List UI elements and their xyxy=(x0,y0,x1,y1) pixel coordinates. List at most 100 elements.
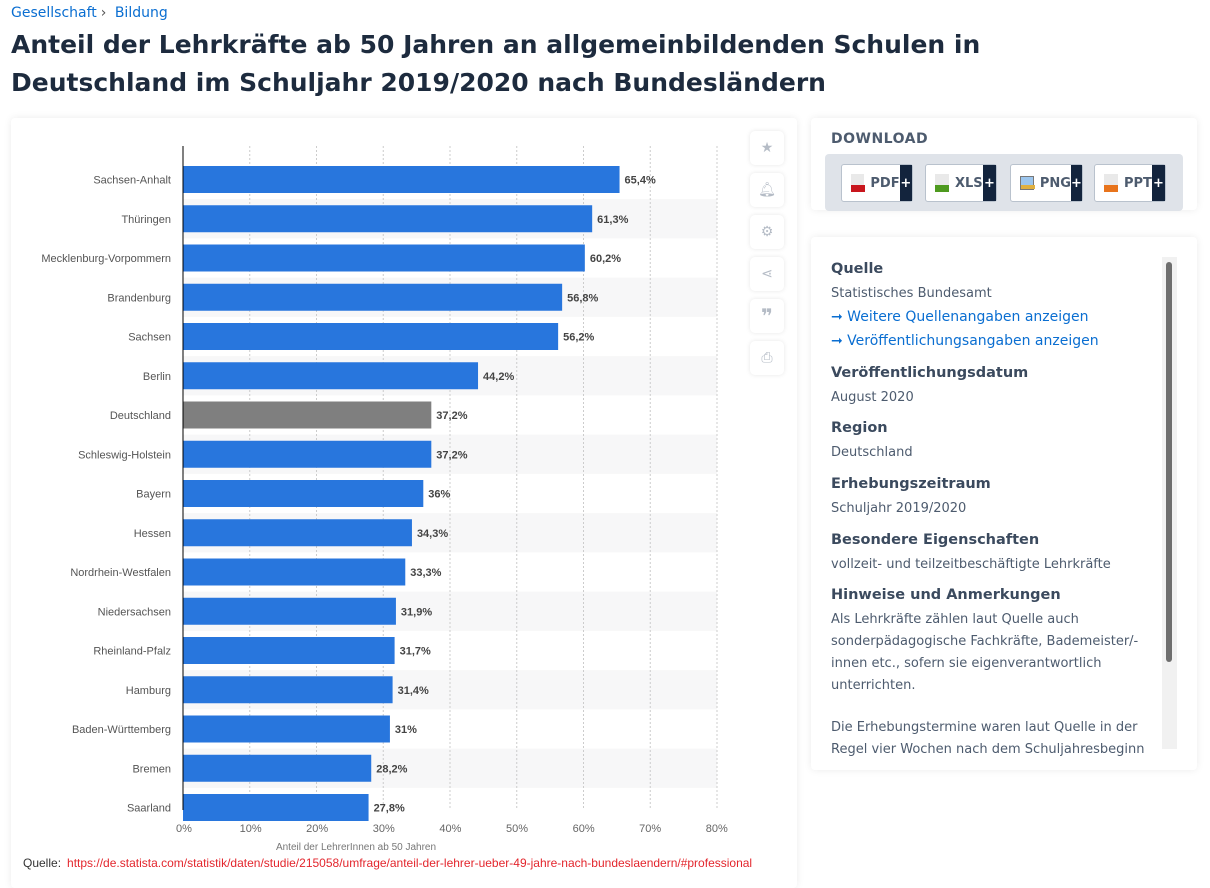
x-tick-label: 20% xyxy=(306,823,328,835)
date-heading: Veröffentlichungsdatum xyxy=(831,365,1029,381)
bar xyxy=(183,283,563,311)
source-link[interactable]: https://de.statista.com/statistik/daten/… xyxy=(67,856,753,870)
breadcrumb-bildung[interactable]: Bildung xyxy=(114,5,168,21)
scrollbar[interactable] xyxy=(1162,257,1177,749)
x-tick-label: 30% xyxy=(373,823,395,835)
data-label: 27,8% xyxy=(374,803,405,815)
download-pdf-button[interactable]: PDF + xyxy=(841,164,913,202)
source-line: Quelle: https://de.statista.com/statistik… xyxy=(23,856,752,870)
data-label: 65,4% xyxy=(625,175,656,187)
info-card: Quelle Statistisches Bundesamt ➞ Weitere… xyxy=(811,237,1197,770)
x-tick-label: 80% xyxy=(706,823,728,835)
date-section: Veröffentlichungsdatum August 2020 xyxy=(831,365,1151,409)
region-value: Deutschland xyxy=(831,445,913,460)
xls-label: XLS xyxy=(955,175,983,191)
cite-button[interactable]: ❞ xyxy=(750,299,784,333)
data-label: 36% xyxy=(428,489,450,501)
more-source-link[interactable]: ➞ Weitere Quellenangaben anzeigen xyxy=(831,309,1089,325)
star-icon: ★ xyxy=(760,140,774,156)
favorite-button[interactable]: ★ xyxy=(750,131,784,165)
category-label: Hamburg xyxy=(126,685,171,697)
bar xyxy=(183,244,585,272)
breadcrumb: Gesellschaft › Bildung xyxy=(11,5,168,21)
scrollbar-thumb[interactable] xyxy=(1166,262,1172,662)
bar xyxy=(183,558,406,586)
bar-chart: Sachsen-Anhalt 65,4% Thüringen 61,3% Mecklen… xyxy=(41,146,728,853)
bar xyxy=(183,754,372,782)
x-axis-label: Anteil der LehrerInnen ab 50 Jahren xyxy=(276,842,436,853)
data-label: 60,2% xyxy=(590,253,621,265)
category-label: Mecklenburg-Vorpommern xyxy=(41,253,171,265)
download-ppt-button[interactable]: PPT + xyxy=(1094,164,1166,202)
png-label: PNG xyxy=(1039,175,1071,191)
gear-icon: ⚙ xyxy=(760,224,774,240)
share-icon: ⋖ xyxy=(761,266,773,282)
period-value: Schuljahr 2019/2020 xyxy=(831,501,967,516)
data-label: 31,7% xyxy=(400,646,431,658)
category-label: Brandenburg xyxy=(107,292,171,304)
data-label: 31,9% xyxy=(401,606,432,618)
download-card: DOWNLOAD PDF + XLS + PNG + PPT + xyxy=(811,118,1197,211)
share-button[interactable]: ⋖ xyxy=(750,257,784,291)
bar xyxy=(183,676,393,704)
plus-icon: + xyxy=(899,165,912,201)
print-button[interactable]: ⎙ xyxy=(750,341,784,375)
category-label: Bremen xyxy=(132,763,171,775)
category-label: Berlin xyxy=(143,371,171,383)
bar xyxy=(183,637,395,664)
period-section: Erhebungszeitraum Schuljahr 2019/2020 xyxy=(831,476,1151,520)
bar xyxy=(183,480,424,507)
category-label: Nordrhein-Westfalen xyxy=(70,567,171,579)
ppt-label: PPT xyxy=(1124,175,1152,191)
plus-icon: + xyxy=(1070,165,1082,201)
source-label: Quelle: xyxy=(23,856,62,870)
data-label: 56,2% xyxy=(563,332,594,344)
category-label: Thüringen xyxy=(121,214,171,226)
data-label: 31% xyxy=(395,724,417,736)
properties-value: vollzeit- und teilzeitbeschäftigte Lehrk… xyxy=(831,557,1111,572)
notify-button[interactable]: 🔔︎ xyxy=(750,173,784,207)
category-label: Sachsen xyxy=(128,332,171,344)
category-label: Baden-Württemberg xyxy=(72,724,171,736)
data-label: 34,3% xyxy=(417,528,448,540)
bar xyxy=(183,362,479,390)
region-heading: Region xyxy=(831,420,888,436)
bar xyxy=(183,519,412,547)
data-label: 61,3% xyxy=(597,214,628,226)
category-label: Niedersachsen xyxy=(98,606,171,618)
data-label: 44,2% xyxy=(483,371,514,383)
x-tick-label: 0% xyxy=(176,823,192,835)
x-tick-label: 60% xyxy=(573,823,595,835)
plus-icon: + xyxy=(983,165,996,201)
notes-text: Als Lehrkräfte zählen laut Quelle auch s… xyxy=(831,612,1139,693)
category-label: Deutschland xyxy=(110,410,171,422)
image-icon xyxy=(1020,176,1035,190)
pdf-label: PDF xyxy=(870,175,900,191)
pdf-file-icon xyxy=(851,174,865,192)
data-label: 33,3% xyxy=(410,567,441,579)
bar xyxy=(183,597,396,625)
download-xls-button[interactable]: XLS + xyxy=(925,164,997,202)
properties-section: Besondere Eigenschaften vollzeit- und tei… xyxy=(831,532,1151,576)
breadcrumb-gesellschaft[interactable]: Gesellschaft xyxy=(11,5,97,21)
source-value: Statistisches Bundesamt xyxy=(831,286,992,301)
data-label: 31,4% xyxy=(398,685,429,697)
source-heading: Quelle xyxy=(831,261,884,277)
xls-file-icon xyxy=(935,174,949,192)
download-buttons: PDF + XLS + PNG + PPT + xyxy=(825,154,1183,211)
x-tick-label: 70% xyxy=(639,823,661,835)
period-heading: Erhebungszeitraum xyxy=(831,476,991,492)
bar xyxy=(183,323,559,350)
page-title: Anteil der Lehrkräfte ab 50 Jahren an al… xyxy=(11,30,981,97)
properties-heading: Besondere Eigenschaften xyxy=(831,532,1040,548)
bar xyxy=(183,794,369,821)
category-label: Saarland xyxy=(127,803,171,815)
x-tick-label: 50% xyxy=(506,823,528,835)
bar xyxy=(183,440,432,468)
download-png-button[interactable]: PNG + xyxy=(1010,164,1083,202)
publication-info-link[interactable]: ➞ Veröffentlichungsangaben anzeigen xyxy=(831,333,1099,349)
category-label: Schleswig-Holstein xyxy=(78,449,171,461)
settings-button[interactable]: ⚙ xyxy=(750,215,784,249)
notes-heading: Hinweise und Anmerkungen xyxy=(831,587,1061,603)
print-icon: ⎙ xyxy=(761,350,773,366)
